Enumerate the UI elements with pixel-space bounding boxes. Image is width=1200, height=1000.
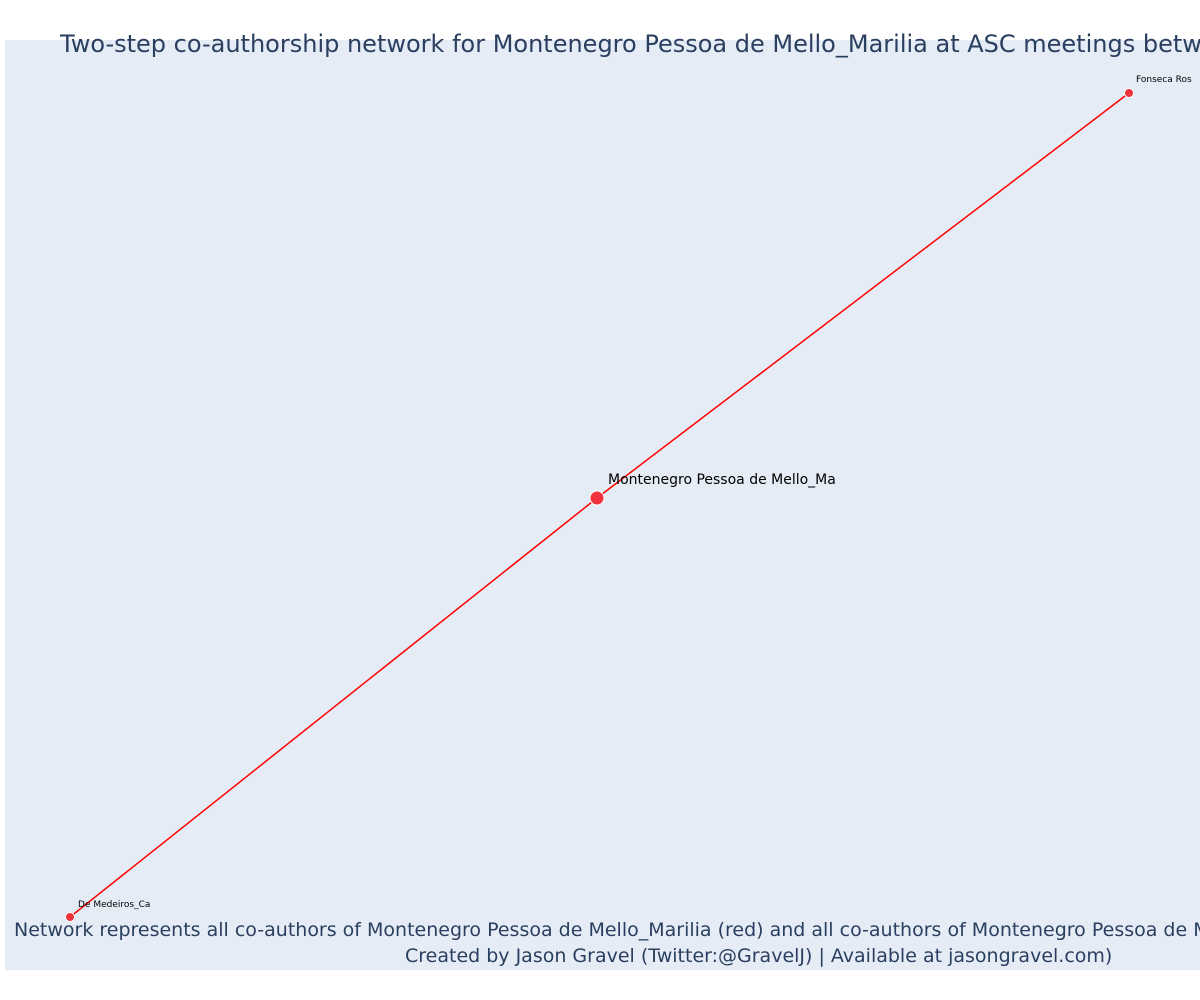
- footer-description: Network represents all co-authors of Mon…: [14, 919, 1200, 941]
- footer-credit: Created by Jason Gravel (Twitter:@Gravel…: [405, 945, 1113, 967]
- network-title: Two-step co-authorship network for Monte…: [60, 30, 1200, 58]
- node-medeiros[interactable]: [65, 912, 75, 922]
- node-center[interactable]: [589, 490, 605, 506]
- node-label-medeiros: De Medeiros_Ca: [78, 900, 150, 910]
- node-fonseca[interactable]: [1124, 88, 1134, 98]
- node-label-fonseca: Fonseca Ros: [1136, 75, 1192, 85]
- edge-center-fonseca: [596, 92, 1130, 499]
- node-label-center: Montenegro Pessoa de Mello_Ma: [608, 472, 836, 488]
- plot-background: [5, 40, 1200, 970]
- edge-center-medeiros: [69, 497, 598, 918]
